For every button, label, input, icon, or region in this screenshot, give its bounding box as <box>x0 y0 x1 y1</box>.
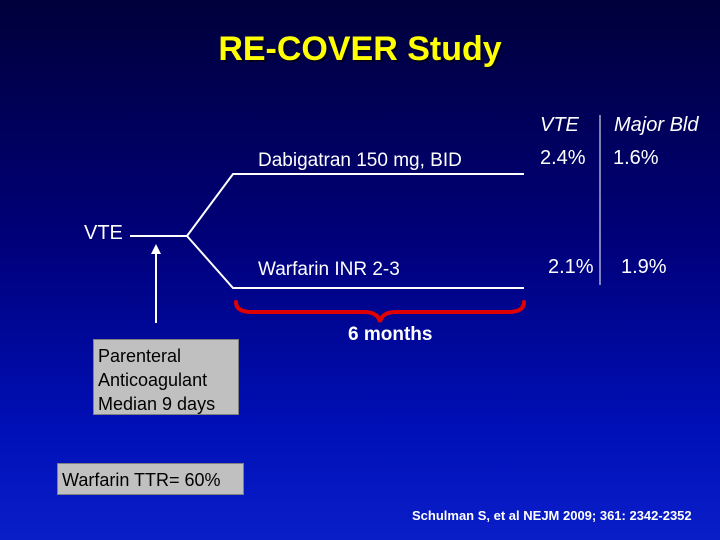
dabigatran-branch-line <box>130 173 524 237</box>
arm-label-dabigatran: Dabigatran 150 mg, BID <box>258 150 462 171</box>
column-header-major-bleeding: Major Bld <box>614 114 699 136</box>
warfarin-ttr-box: Warfarin TTR= 60% <box>57 463 244 495</box>
six-month-brace <box>234 300 526 323</box>
parenteral-line-2: Anticoagulant <box>98 370 208 390</box>
slide-title: RE-COVER Study <box>218 30 502 68</box>
citation: Schulman S, et al NEJM 2009; 361: 2342-2… <box>412 508 692 523</box>
warfarin-vte-value: 2.1% <box>548 256 594 278</box>
warfarin-branch-line <box>186 235 524 289</box>
arm-label-warfarin: Warfarin INR 2-3 <box>258 259 400 280</box>
origin-vte-label: VTE <box>84 222 123 244</box>
parenteral-line-3: Median 9 days <box>98 394 216 414</box>
column-header-vte: VTE <box>540 114 579 136</box>
parenteral-line-1: Parenteral <box>98 346 182 366</box>
dabigatran-vte-value: 2.4% <box>540 147 586 169</box>
parenteral-arrow-head <box>151 244 161 254</box>
warfarin-major-bleeding-value: 1.9% <box>621 256 667 278</box>
dabigatran-major-bleeding-value: 1.6% <box>613 147 659 169</box>
parenteral-anticoagulant-box: Parenteral Anticoagulant Median 9 days <box>93 339 239 415</box>
duration-label: 6 months <box>348 324 433 345</box>
